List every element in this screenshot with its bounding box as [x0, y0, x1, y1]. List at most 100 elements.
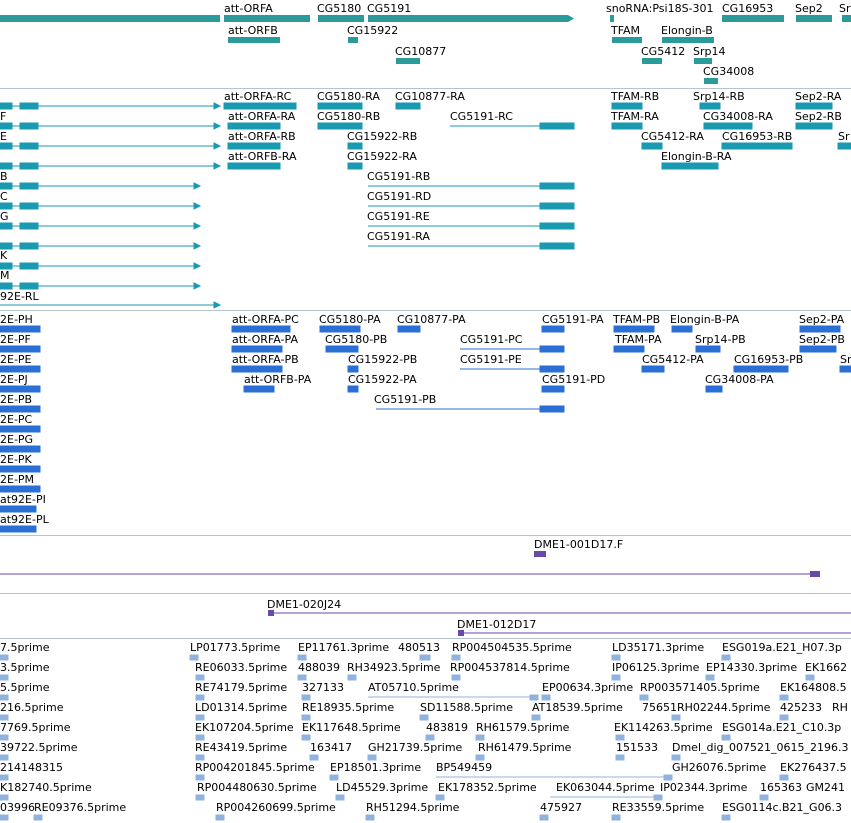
- feature-glyph[interactable]: [805, 674, 815, 681]
- gene-bar[interactable]: [704, 78, 718, 84]
- feature-glyph[interactable]: [19, 122, 39, 130]
- gene-bar[interactable]: [368, 15, 568, 22]
- feature-glyph[interactable]: [799, 345, 837, 353]
- feature-glyph[interactable]: [227, 162, 281, 170]
- feature-glyph[interactable]: [699, 102, 721, 110]
- feature-glyph[interactable]: [213, 142, 222, 150]
- feature-glyph[interactable]: [663, 774, 673, 781]
- feature-glyph[interactable]: [779, 694, 789, 701]
- feature-glyph[interactable]: [347, 162, 363, 170]
- feature-glyph[interactable]: [19, 102, 39, 110]
- gene-bar[interactable]: [318, 15, 364, 22]
- feature-glyph[interactable]: [615, 734, 625, 741]
- est-track-canvas[interactable]: 7.5prime LP01773.5prime EP11761.3prime 4…: [0, 639, 851, 823]
- feature-glyph[interactable]: [33, 814, 43, 821]
- feature-glyph[interactable]: [347, 385, 359, 393]
- feature-glyph[interactable]: [325, 345, 359, 353]
- feature-glyph[interactable]: [419, 654, 431, 661]
- feature-glyph[interactable]: [0, 525, 37, 533]
- feature-glyph[interactable]: [0, 365, 41, 373]
- clone-track-canvas[interactable]: DME1-001D17.F: [0, 536, 851, 586]
- feature-glyph[interactable]: [231, 345, 283, 353]
- feature-glyph[interactable]: [721, 814, 731, 821]
- feature-glyph[interactable]: [611, 654, 621, 661]
- feature-glyph[interactable]: [671, 325, 693, 333]
- feature-glyph[interactable]: [195, 714, 205, 721]
- feature-glyph[interactable]: [425, 734, 435, 741]
- feature-glyph[interactable]: [0, 142, 13, 150]
- feature-glyph[interactable]: [539, 242, 575, 250]
- gene-bar-arrow[interactable]: [568, 15, 574, 22]
- feature-glyph[interactable]: [227, 122, 281, 130]
- feature-glyph[interactable]: [365, 814, 375, 821]
- clone-track[interactable]: DME1-001D17.F: [0, 536, 851, 586]
- feature-glyph[interactable]: [799, 325, 841, 333]
- feature-glyph[interactable]: [721, 734, 731, 741]
- gene-bar[interactable]: [610, 15, 614, 22]
- feature-glyph[interactable]: [611, 122, 643, 130]
- feature-glyph[interactable]: [0, 385, 41, 393]
- gene-track-canvas[interactable]: att-ORFA CG5180 CG5191 snoRNA:Psi18S-301…: [0, 0, 851, 88]
- feature-glyph[interactable]: [0, 465, 41, 473]
- gene-bar[interactable]: [228, 37, 280, 43]
- feature-glyph[interactable]: [703, 122, 753, 130]
- feature-glyph[interactable]: [839, 365, 851, 373]
- feature-glyph[interactable]: [671, 754, 681, 761]
- feature-glyph[interactable]: [733, 365, 789, 373]
- feature-glyph[interactable]: [195, 694, 205, 701]
- gene-bar[interactable]: [694, 58, 712, 64]
- feature-glyph[interactable]: [397, 325, 421, 333]
- feature-glyph[interactable]: [451, 654, 461, 661]
- feature-glyph[interactable]: [653, 794, 663, 801]
- feature-glyph[interactable]: [795, 102, 833, 110]
- feature-glyph[interactable]: [661, 162, 719, 170]
- feature-glyph[interactable]: [539, 182, 575, 190]
- feature-glyph[interactable]: [215, 814, 225, 821]
- est-track[interactable]: 7.5prime LP01773.5prime EP11761.3prime 4…: [0, 639, 851, 823]
- feature-glyph[interactable]: [193, 282, 202, 290]
- feature-glyph[interactable]: [0, 694, 9, 701]
- feature-glyph[interactable]: [0, 734, 9, 741]
- feature-glyph[interactable]: [268, 610, 274, 616]
- gene-bar[interactable]: [722, 15, 784, 22]
- protein-track-canvas[interactable]: att-ORFA-PC CG5180-PA CG10877-PA CG5191-…: [0, 311, 851, 535]
- feature-glyph[interactable]: [19, 222, 39, 230]
- feature-glyph[interactable]: [213, 102, 222, 110]
- gene-bar[interactable]: [0, 15, 220, 22]
- feature-glyph[interactable]: [367, 754, 377, 761]
- feature-glyph[interactable]: [19, 202, 39, 210]
- gene-track[interactable]: att-ORFA CG5180 CG5191 snoRNA:Psi18S-301…: [0, 0, 851, 88]
- feature-glyph[interactable]: [539, 365, 565, 373]
- feature-glyph[interactable]: [0, 754, 9, 761]
- feature-glyph[interactable]: [0, 485, 41, 493]
- feature-glyph[interactable]: [0, 405, 41, 413]
- feature-glyph[interactable]: [347, 365, 359, 373]
- feature-glyph[interactable]: [193, 262, 202, 270]
- feature-glyph[interactable]: [759, 794, 769, 801]
- feature-glyph[interactable]: [193, 182, 202, 190]
- feature-glyph[interactable]: [539, 405, 565, 413]
- feature-glyph[interactable]: [297, 674, 307, 681]
- feature-glyph[interactable]: [641, 365, 665, 373]
- feature-glyph[interactable]: [189, 654, 199, 661]
- feature-glyph[interactable]: [475, 734, 485, 741]
- feature-glyph[interactable]: [458, 630, 464, 636]
- feature-glyph[interactable]: [0, 262, 13, 270]
- clone-track-2[interactable]: DME1-020J24 DME1-012D17: [0, 594, 851, 638]
- feature-glyph[interactable]: [193, 222, 202, 230]
- feature-glyph[interactable]: [705, 674, 715, 681]
- feature-glyph[interactable]: [541, 325, 565, 333]
- feature-glyph[interactable]: [0, 445, 41, 453]
- feature-glyph[interactable]: [0, 182, 13, 190]
- gene-bar[interactable]: [612, 37, 642, 43]
- feature-glyph[interactable]: [195, 734, 205, 741]
- gene-bar[interactable]: [348, 37, 358, 43]
- feature-glyph[interactable]: [795, 122, 833, 130]
- transcript-track[interactable]: att-ORFA-RC CG5180-RA CG10877-RA TFAM-RB…: [0, 89, 851, 310]
- feature-glyph[interactable]: [534, 551, 546, 557]
- feature-glyph[interactable]: [317, 122, 363, 130]
- feature-glyph[interactable]: [0, 714, 9, 721]
- feature-glyph[interactable]: [19, 282, 39, 290]
- feature-glyph[interactable]: [721, 142, 793, 150]
- feature-glyph[interactable]: [531, 714, 541, 721]
